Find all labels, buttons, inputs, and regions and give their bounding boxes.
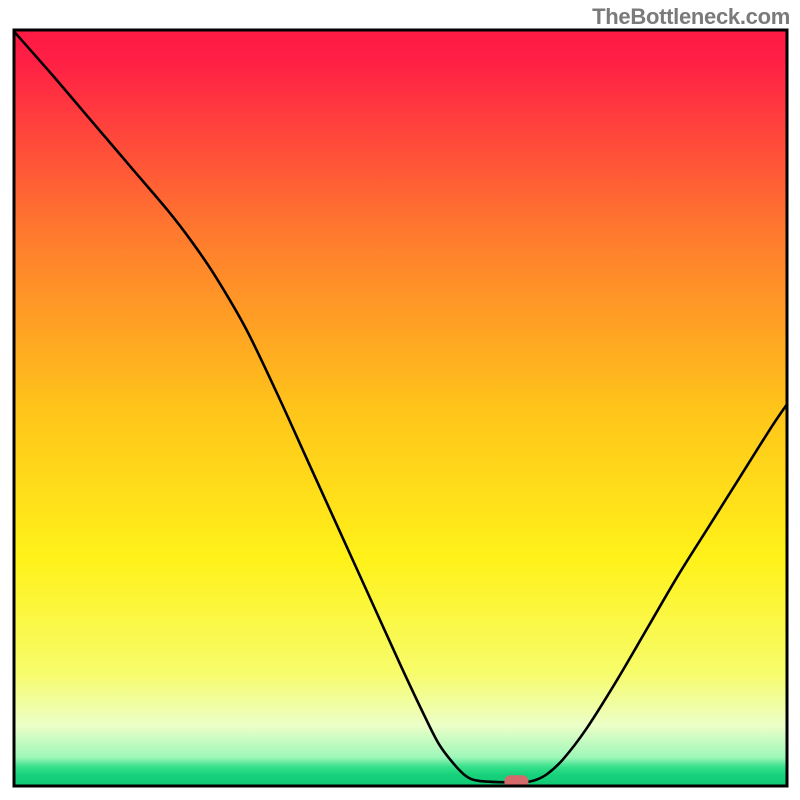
watermark-text: TheBottleneck.com [592,4,790,30]
bottleneck-chart [0,0,800,800]
chart-container: TheBottleneck.com [0,0,800,800]
gradient-background [14,30,787,786]
